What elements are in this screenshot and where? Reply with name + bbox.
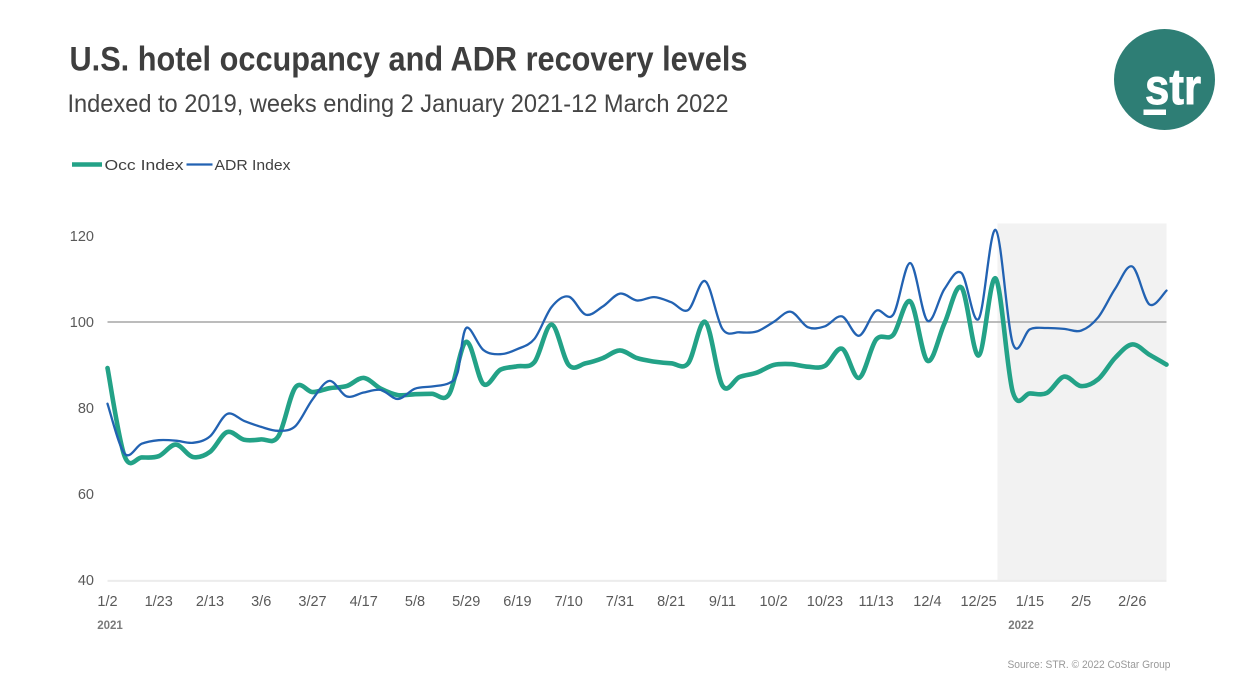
svg-text:7/10: 7/10: [555, 594, 583, 610]
svg-text:12/4: 12/4: [913, 594, 941, 610]
svg-text:U.S. hotel occupancy and ADR r: U.S. hotel occupancy and ADR recovery le…: [70, 41, 748, 79]
svg-text:11/13: 11/13: [858, 594, 893, 610]
svg-text:2/13: 2/13: [196, 594, 224, 610]
svg-text:4/17: 4/17: [350, 594, 378, 610]
svg-text:80: 80: [78, 401, 94, 417]
svg-text:100: 100: [70, 315, 94, 331]
svg-text:7/31: 7/31: [606, 594, 634, 610]
svg-text:40: 40: [78, 573, 94, 589]
svg-text:10/23: 10/23: [807, 594, 843, 610]
svg-text:Occ Index: Occ Index: [105, 157, 185, 174]
svg-text:Indexed to 2019, weeks ending: Indexed to 2019, weeks ending 2 January …: [68, 90, 729, 118]
svg-text:60: 60: [78, 487, 94, 503]
svg-text:120: 120: [70, 229, 94, 245]
svg-text:Source: STR. © 2022 CoStar Gro: Source: STR. © 2022 CoStar Group: [1008, 659, 1171, 671]
svg-text:2/5: 2/5: [1071, 594, 1091, 610]
svg-text:str: str: [1145, 59, 1201, 115]
svg-text:2021: 2021: [97, 620, 123, 632]
svg-text:3/27: 3/27: [298, 594, 326, 610]
svg-text:5/8: 5/8: [405, 594, 425, 610]
svg-text:2/26: 2/26: [1118, 594, 1146, 610]
svg-text:1/23: 1/23: [145, 594, 173, 610]
svg-text:1/15: 1/15: [1016, 594, 1044, 610]
svg-text:9/11: 9/11: [709, 594, 736, 610]
svg-text:2022: 2022: [1008, 620, 1034, 632]
svg-text:8/21: 8/21: [657, 594, 685, 610]
svg-text:12/25: 12/25: [960, 594, 996, 610]
svg-text:5/29: 5/29: [452, 594, 480, 610]
svg-text:6/19: 6/19: [503, 594, 531, 610]
svg-text:10/2: 10/2: [759, 594, 787, 610]
svg-text:ADR Index: ADR Index: [215, 157, 292, 174]
svg-text:3/6: 3/6: [251, 594, 271, 610]
svg-text:1/2: 1/2: [97, 594, 117, 610]
